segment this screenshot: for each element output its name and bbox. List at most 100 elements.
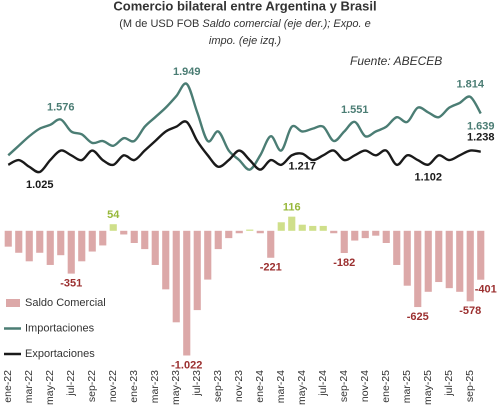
bar — [78, 230, 86, 262]
chart-subtitle: impo. (eje izq.) — [209, 35, 281, 47]
bar — [309, 225, 317, 231]
bar — [351, 230, 359, 241]
bar — [466, 230, 474, 302]
line-series — [7, 82, 482, 171]
x-tick-label: nov-22 — [107, 370, 119, 402]
x-tick-label: ene-23 — [128, 370, 140, 403]
chart-title: Comercio bilateral entre Argentina y Bra… — [113, 0, 376, 13]
data-label: 1.025 — [26, 179, 54, 191]
x-tick-label: nov-23 — [233, 370, 245, 402]
data-label: -221 — [260, 262, 282, 274]
x-tick-label: jul-25 — [443, 370, 455, 397]
legend-swatch — [6, 299, 20, 307]
data-label: 1.639 — [467, 120, 495, 132]
bar — [57, 230, 65, 256]
x-tick-label: sep-22 — [86, 370, 98, 402]
bar — [225, 230, 233, 239]
data-label: 1.217 — [288, 161, 316, 173]
bar — [382, 230, 390, 243]
x-tick-label: may-23 — [170, 370, 182, 405]
x-tick-label: ene-24 — [254, 370, 266, 403]
bar — [172, 230, 180, 323]
bar — [477, 230, 485, 280]
x-tick-label: mar-25 — [401, 370, 413, 403]
data-label: 54 — [107, 209, 120, 221]
bar — [25, 230, 33, 262]
x-tick-label: may-22 — [44, 370, 56, 405]
x-tick-label: sep-25 — [464, 370, 476, 402]
x-tick-label: jul-24 — [317, 370, 329, 397]
bar — [99, 230, 107, 246]
data-label: -351 — [60, 278, 82, 290]
subtitle-part: (M de USD FOB — [119, 18, 202, 30]
bar — [298, 224, 306, 231]
x-tick-label: ene-22 — [2, 370, 14, 403]
bar — [424, 230, 432, 292]
bar — [403, 230, 411, 286]
bar — [183, 230, 191, 356]
bar — [277, 222, 285, 231]
bar — [288, 216, 296, 231]
x-tick-label: may-24 — [296, 370, 308, 405]
line-series — [7, 120, 481, 174]
x-tick-label: mar-24 — [275, 370, 287, 403]
bar — [246, 229, 254, 231]
bar — [151, 230, 159, 265]
data-label: -625 — [407, 311, 429, 323]
legend-label: Exportaciones — [25, 348, 95, 360]
x-tick-label: may-25 — [422, 370, 434, 405]
bar — [214, 230, 222, 250]
bar — [372, 230, 380, 236]
x-tick-label: mar-22 — [23, 370, 35, 403]
bar — [319, 225, 327, 231]
bar — [267, 230, 275, 258]
bar — [235, 230, 243, 234]
bar — [330, 230, 338, 234]
bar — [141, 230, 149, 250]
bar — [4, 230, 12, 247]
bar — [162, 230, 170, 290]
bar — [67, 230, 75, 274]
x-tick-label: sep-23 — [212, 370, 224, 402]
bar — [15, 230, 23, 253]
data-label: 1.576 — [47, 101, 75, 113]
source-note: Fuente: ABECEB — [350, 54, 442, 68]
bar — [120, 230, 128, 235]
bar — [456, 230, 464, 292]
bar — [414, 230, 422, 308]
bar — [340, 230, 348, 254]
bar — [393, 230, 401, 265]
x-tick-label: mar-23 — [149, 370, 161, 403]
legend-label: Saldo Comercial — [25, 297, 106, 309]
data-label: 1.551 — [341, 104, 369, 116]
bar — [256, 230, 264, 234]
bar — [46, 230, 54, 265]
x-tick-label: sep-24 — [338, 370, 350, 402]
bar — [193, 230, 201, 311]
legend-label: Importaciones — [25, 322, 95, 334]
bar — [445, 230, 453, 289]
subtitle-part: Saldo comercial (eje der.); Expo. e — [202, 18, 370, 30]
bar — [204, 230, 212, 280]
data-label: -1.022 — [171, 359, 202, 371]
x-tick-label: nov-24 — [359, 370, 371, 402]
data-label: 1.814 — [456, 79, 484, 91]
data-label: 1.238 — [467, 132, 495, 144]
x-tick-label: jul-22 — [65, 370, 77, 397]
bar — [361, 230, 369, 239]
data-label: 1.102 — [414, 172, 442, 184]
data-label: 1.949 — [173, 66, 201, 78]
bar — [36, 230, 44, 253]
data-label: -182 — [333, 257, 355, 269]
data-label: -401 — [475, 284, 497, 296]
data-label: -578 — [459, 305, 481, 317]
bar — [130, 230, 138, 243]
data-label: 116 — [283, 202, 301, 214]
x-tick-label: jul-23 — [191, 370, 203, 397]
bar — [109, 224, 117, 231]
bar — [435, 230, 443, 283]
bar — [88, 230, 96, 252]
chart-subtitle: (M de USD FOB Saldo comercial (eje der.)… — [119, 18, 370, 30]
x-tick-label: ene-25 — [380, 370, 392, 403]
